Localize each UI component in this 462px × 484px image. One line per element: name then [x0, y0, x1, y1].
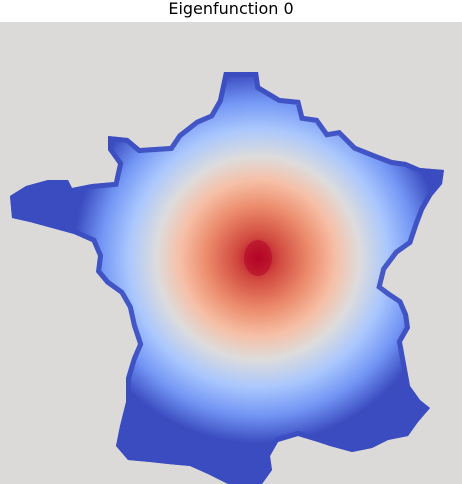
peak-region: [244, 240, 272, 276]
plot-area: [0, 22, 462, 484]
heatmap-plot: [0, 22, 462, 484]
boundary-band: [10, 72, 444, 484]
chart-title: Eigenfunction 0: [168, 0, 294, 18]
